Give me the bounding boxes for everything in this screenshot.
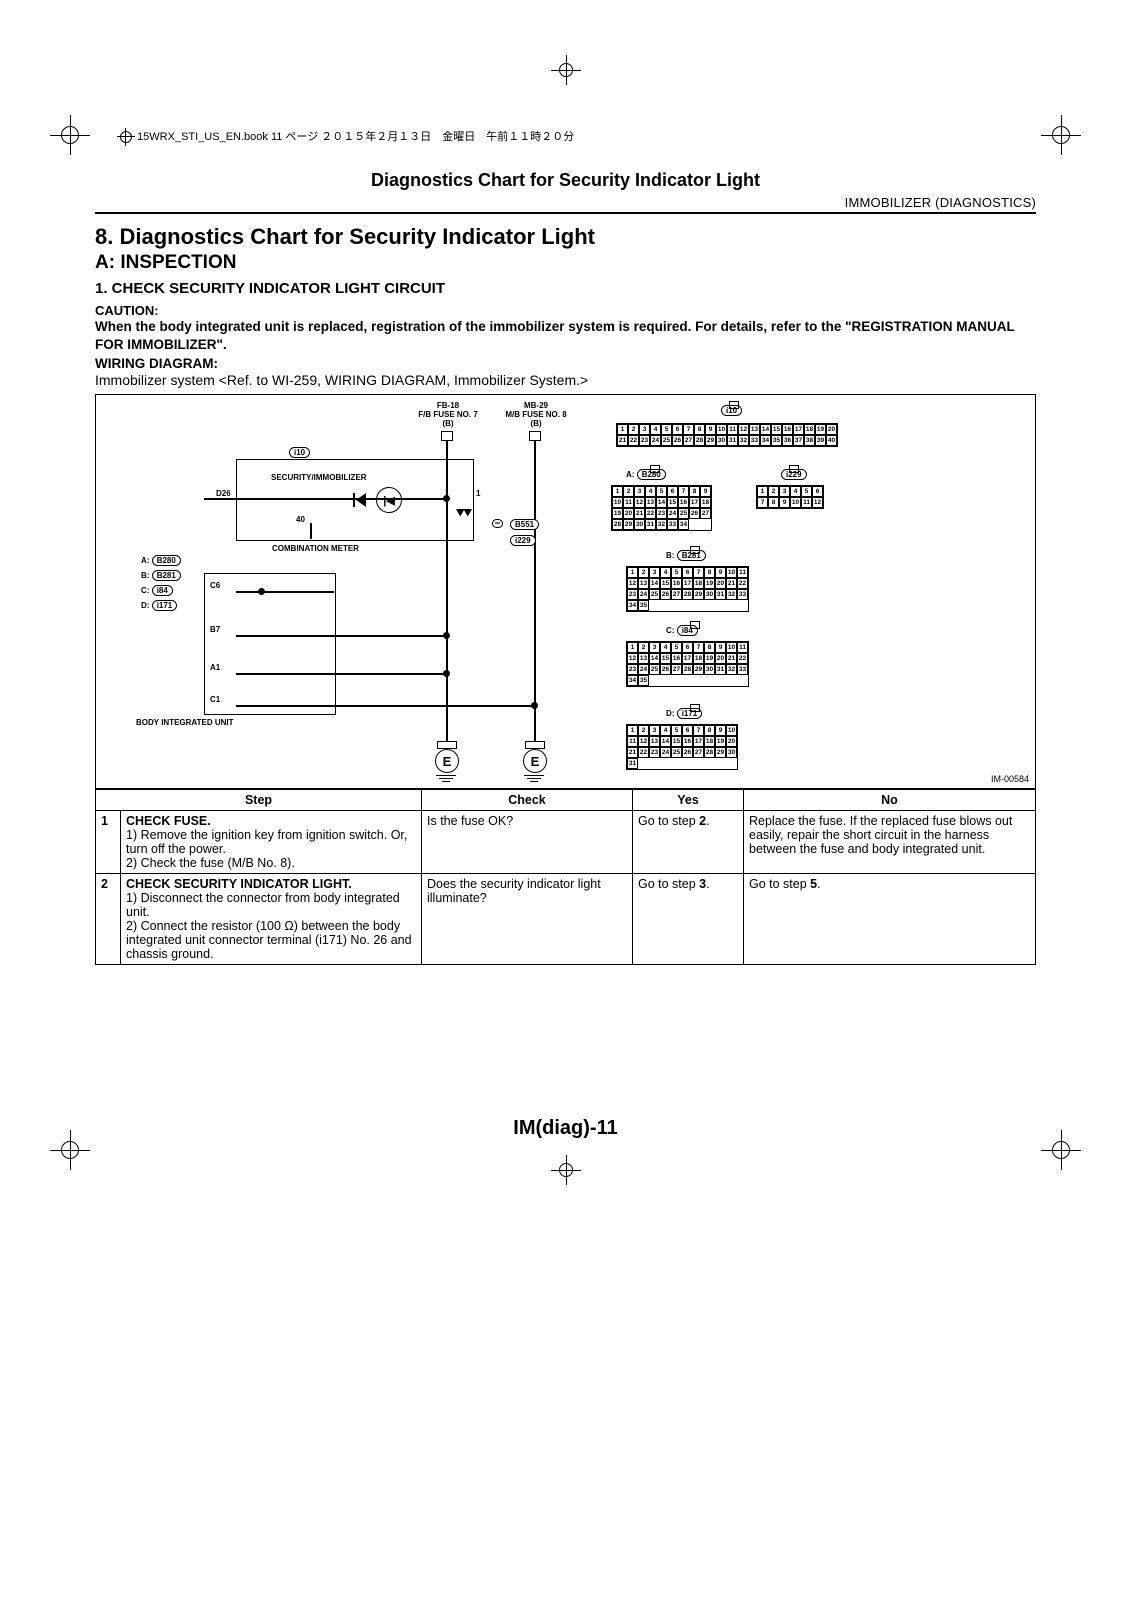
book-header-line: 15WRX_STI_US_EN.book 11 ページ ２０１５年２月１３日 金…	[120, 128, 574, 144]
ground-e-1: E	[435, 749, 459, 773]
pill-i10-left: i10	[289, 447, 310, 458]
legend-a-label: A: B280	[141, 555, 181, 566]
biu-label: BODY INTEGRATED UNIT	[136, 718, 233, 727]
crop-mark-tl	[50, 115, 90, 155]
table-row: 2CHECK SECURITY INDICATOR LIGHT.1) Disco…	[96, 874, 1036, 965]
running-head: Diagnostics Chart for Security Indicator…	[95, 170, 1036, 191]
row-num: 1	[96, 811, 121, 874]
legend-c-label: C: i84	[141, 585, 173, 596]
diagnostic-table: Step Check Yes No 1CHECK FUSE.1) Remove …	[95, 789, 1036, 965]
table-row: 1CHECK FUSE.1) Remove the ignition key f…	[96, 811, 1036, 874]
center-mark-bottom	[551, 1155, 581, 1185]
caution-text: When the body integrated unit is replace…	[95, 318, 1036, 354]
pin-a1: A1	[210, 663, 220, 672]
fuse1-line1: FB-18	[408, 401, 488, 410]
wiring-diagram-label: WIRING DIAGRAM:	[95, 356, 1036, 371]
legend-b-label: B: B281	[141, 570, 181, 581]
fuse1-line3: (B)	[408, 419, 488, 428]
row-no: Replace the fuse. If the replaced fuse b…	[744, 811, 1036, 874]
connector-grid-i171: 1234567891011121314151617181920212223242…	[626, 724, 738, 770]
wiring-ref-text: Immobilizer system <Ref. to WI-259, WIRI…	[95, 372, 1036, 388]
page-footer: IM(diag)-11	[0, 1117, 1131, 1140]
pin-b7: B7	[210, 625, 220, 634]
row-step: CHECK FUSE.1) Remove the ignition key fr…	[121, 811, 422, 874]
fuse2-line2: M/B FUSE NO. 8	[496, 410, 576, 419]
section-title: 8. Diagnostics Chart for Security Indica…	[95, 224, 1036, 250]
subsection-a: A: INSPECTION	[95, 252, 1036, 274]
row-check: Does the security indicator light illumi…	[422, 874, 633, 965]
diagram-id: IM-00584	[991, 774, 1029, 784]
th-yes: Yes	[633, 790, 744, 811]
row-check: Is the fuse OK?	[422, 811, 633, 874]
combination-meter-label: COMBINATION METER	[272, 544, 359, 553]
th-check: Check	[422, 790, 633, 811]
connector-grid-i10: 1234567891011121314151617181920212223242…	[616, 423, 838, 447]
legend-d-label: D: i171	[141, 600, 177, 611]
pin-1: 1	[476, 489, 480, 498]
row-num: 2	[96, 874, 121, 965]
led-icon	[356, 491, 374, 509]
ground-e-2: E	[523, 749, 547, 773]
section-category: IMMOBILIZER (DIAGNOSTICS)	[95, 195, 1036, 210]
pin-40: 40	[296, 515, 305, 524]
security-immobilizer-label: SECURITY/IMMOBILIZER	[271, 473, 367, 482]
connector-grid-b281: 1234567891011121314151617181920212223242…	[626, 566, 749, 612]
pin-d26: D26	[216, 489, 231, 498]
th-no: No	[744, 790, 1036, 811]
fuse1-line2: F/B FUSE NO. 7	[408, 410, 488, 419]
pill-b551: B551	[510, 519, 539, 530]
connector-grid-i84: 1234567891011121314151617181920212223242…	[626, 641, 749, 687]
header-rule	[95, 212, 1036, 214]
row-yes: Go to step 2.	[633, 811, 744, 874]
book-header-text: 15WRX_STI_US_EN.book 11 ページ ２０１５年２月１３日 金…	[137, 131, 574, 143]
row-yes: Go to step 3.	[633, 874, 744, 965]
subsection-1: 1. CHECK SECURITY INDICATOR LIGHT CIRCUI…	[95, 280, 1036, 297]
crop-mark-tr	[1041, 115, 1081, 155]
pin-c6: C6	[210, 581, 220, 590]
connector-grid-i229: 123456789101112	[756, 485, 824, 509]
pin-c1: C1	[210, 695, 220, 704]
table-header-row: Step Check Yes No	[96, 790, 1036, 811]
fuse2-line1: MB-29	[496, 401, 576, 410]
row-step: CHECK SECURITY INDICATOR LIGHT.1) Discon…	[121, 874, 422, 965]
caution-label: CAUTION:	[95, 303, 1036, 318]
wiring-diagram: FB-18 F/B FUSE NO. 7 (B) MB-29 M/B FUSE …	[95, 394, 1036, 789]
connector-grid-b280: 1234567891011121314151617181920212223242…	[611, 485, 712, 531]
fuse2-line3: (B)	[496, 419, 576, 428]
row-no: Go to step 5.	[744, 874, 1036, 965]
th-step: Step	[96, 790, 422, 811]
center-mark-top	[551, 55, 581, 85]
pill-i229-left: i229	[510, 535, 536, 546]
